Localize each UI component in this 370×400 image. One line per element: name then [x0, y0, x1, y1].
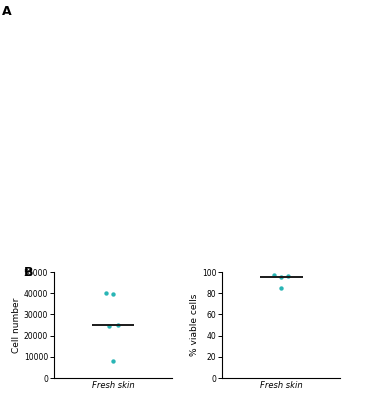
Point — [103, 290, 109, 296]
Text: A: A — [2, 5, 11, 18]
Point — [278, 285, 284, 291]
Point — [271, 272, 277, 278]
Y-axis label: Cell number: Cell number — [12, 297, 21, 353]
Point — [115, 322, 121, 328]
Y-axis label: % viable cells: % viable cells — [190, 294, 199, 356]
Text: B: B — [24, 266, 34, 279]
Point — [110, 358, 116, 364]
Point — [285, 273, 291, 280]
Point — [106, 323, 112, 329]
Point — [110, 291, 116, 298]
Point — [278, 274, 284, 280]
